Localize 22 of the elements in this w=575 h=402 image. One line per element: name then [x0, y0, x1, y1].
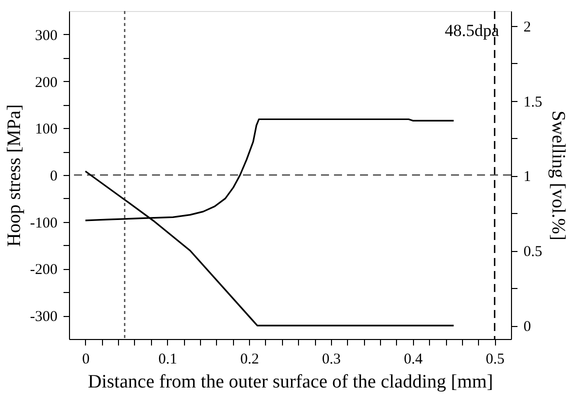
y2-axis-title: Swelling [vol.%]: [547, 110, 568, 240]
y2-tick-label: 0.5: [524, 244, 542, 260]
y-tick-label: 100: [35, 122, 58, 138]
y-axis-title: Hoop stress [MPa]: [4, 104, 26, 247]
y-tick-label: 300: [35, 28, 58, 44]
x-tick-label: 0.2: [240, 352, 259, 368]
y-tick-label: -100: [30, 215, 58, 232]
x-tick-label: 0.4: [404, 352, 424, 368]
x-tick-label: 0.1: [158, 352, 178, 368]
y-tick-label: 200: [35, 74, 58, 91]
y-tick-label: -300: [30, 309, 58, 326]
y2-tick-label: 1: [524, 169, 531, 186]
y-tick-label: -200: [30, 262, 58, 278]
x-tick-label: 0.5: [486, 352, 505, 368]
y-tick-label: 0: [50, 168, 58, 184]
y2-tick-label: 1.5: [524, 94, 542, 110]
x-axis-title: Distance from the outer surface of the cladding [mm]: [88, 372, 494, 392]
y2-tick-label: 2: [524, 19, 531, 36]
x-tick-label: 0.3: [322, 352, 341, 368]
x-tick-label: 0: [82, 352, 90, 368]
annotation: 48.5dpa: [444, 21, 500, 40]
y2-tick-label: 0: [524, 319, 531, 336]
